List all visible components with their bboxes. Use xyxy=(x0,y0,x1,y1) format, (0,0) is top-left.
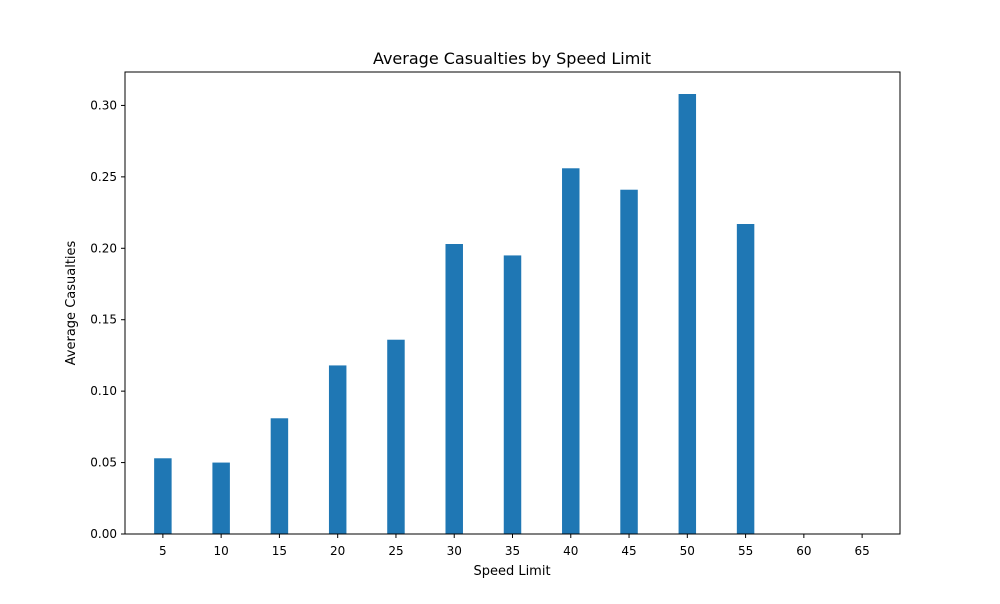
x-tick-label: 60 xyxy=(796,544,811,558)
x-tick-label: 40 xyxy=(563,544,578,558)
bar-5 xyxy=(154,458,172,534)
bar-10 xyxy=(212,462,230,534)
x-axis-ticks: 5 10 15 20 25 30 35 40 45 50 55 60 65 xyxy=(159,534,870,558)
bar-50 xyxy=(678,94,697,534)
y-tick-label: 0.20 xyxy=(90,241,117,255)
x-axis-label: Speed Limit xyxy=(473,564,550,579)
x-tick-label: 55 xyxy=(738,544,753,558)
x-tick-label: 15 xyxy=(272,544,287,558)
y-tick-label: 0.00 xyxy=(90,527,117,541)
bar-25 xyxy=(387,339,405,534)
y-tick-label: 0.10 xyxy=(90,384,117,398)
y-axis-label: Average Casualties xyxy=(64,240,79,365)
bar-45 xyxy=(620,189,638,534)
chart-title: Average Casualties by Speed Limit xyxy=(373,49,651,68)
bar-15 xyxy=(270,418,289,534)
y-tick-label: 0.15 xyxy=(90,313,117,327)
y-tick-label: 0.30 xyxy=(90,98,117,112)
bar-35 xyxy=(503,255,522,534)
x-tick-label: 10 xyxy=(214,544,229,558)
y-tick-label: 0.05 xyxy=(90,456,117,470)
x-tick-label: 45 xyxy=(621,544,636,558)
bar-30 xyxy=(445,244,463,534)
y-axis-ticks: 0.00 0.05 0.10 0.15 0.20 0.25 0.30 xyxy=(90,98,125,541)
bar-20 xyxy=(328,365,347,534)
x-tick-label: 25 xyxy=(388,544,403,558)
x-tick-label: 30 xyxy=(447,544,462,558)
x-tick-label: 50 xyxy=(680,544,695,558)
x-tick-label: 20 xyxy=(330,544,345,558)
x-tick-label: 65 xyxy=(854,544,869,558)
x-tick-label: 5 xyxy=(159,544,167,558)
x-tick-label: 35 xyxy=(505,544,520,558)
bars-group xyxy=(154,94,755,535)
bar-40 xyxy=(562,168,580,535)
plot-area-frame xyxy=(124,71,901,535)
bar-55 xyxy=(736,224,755,534)
y-tick-label: 0.25 xyxy=(90,170,117,184)
